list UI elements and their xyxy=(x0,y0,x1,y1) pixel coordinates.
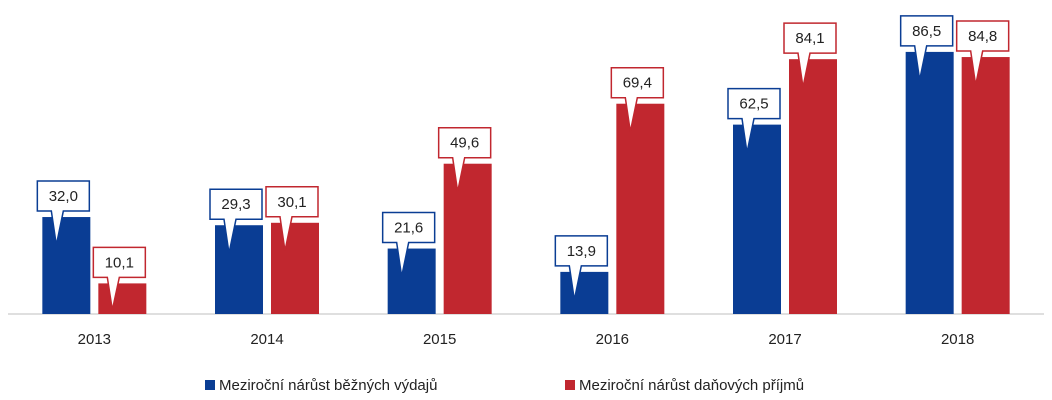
bar xyxy=(98,283,147,314)
data-label: 49,6 xyxy=(450,135,479,152)
callout xyxy=(554,235,609,301)
legend-label: Meziroční nárůst běžných výdajů xyxy=(219,377,437,394)
bar xyxy=(789,59,837,314)
bar xyxy=(616,103,665,314)
data-label: 21,6 xyxy=(394,220,423,237)
callout xyxy=(92,246,147,311)
data-label: 13,9 xyxy=(567,243,596,260)
bar xyxy=(215,225,263,314)
callout xyxy=(265,186,319,251)
data-label: 86,5 xyxy=(912,23,941,40)
callout xyxy=(610,66,665,132)
data-label: 84,1 xyxy=(795,30,824,47)
callout xyxy=(783,22,837,88)
x-tick-label: 2017 xyxy=(768,331,801,348)
data-label: 62,5 xyxy=(739,96,768,113)
bar xyxy=(42,217,91,314)
callout xyxy=(955,20,1010,86)
x-tick-label: 2015 xyxy=(423,331,456,348)
bar xyxy=(961,57,1010,314)
data-label: 29,3 xyxy=(221,196,250,213)
callout xyxy=(36,180,91,246)
callout xyxy=(381,211,436,277)
callout xyxy=(209,188,263,254)
bar xyxy=(443,163,492,314)
x-tick-label: 2014 xyxy=(250,331,283,348)
callout xyxy=(899,15,954,81)
bar xyxy=(271,222,319,314)
bar xyxy=(387,248,436,314)
legend-swatch xyxy=(205,380,215,390)
data-label: 30,1 xyxy=(277,194,306,211)
data-label: 32,0 xyxy=(49,188,78,205)
legend-swatch xyxy=(565,380,575,390)
bar xyxy=(905,51,954,314)
callout xyxy=(727,87,781,153)
data-label: 69,4 xyxy=(623,75,652,92)
data-label: 10,1 xyxy=(105,254,134,271)
data-label: 84,8 xyxy=(968,28,997,45)
bar xyxy=(560,271,609,314)
callout xyxy=(437,126,492,192)
x-tick-label: 2016 xyxy=(596,331,629,348)
bar xyxy=(733,124,781,314)
x-tick-label: 2013 xyxy=(78,331,111,348)
legend-label: Meziroční nárůst daňových příjmů xyxy=(579,377,804,394)
x-tick-label: 2018 xyxy=(941,331,974,348)
